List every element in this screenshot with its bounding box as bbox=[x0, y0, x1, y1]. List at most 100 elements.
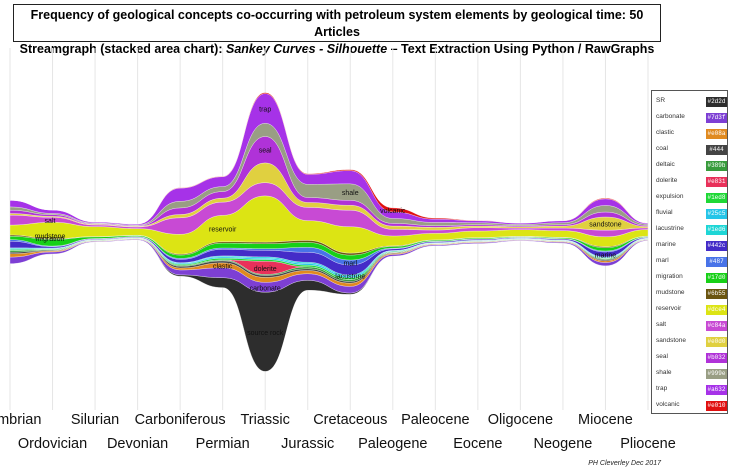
annotation-salt: salt bbox=[45, 218, 56, 225]
subtitle-part-a: Streamgraph (stacked area chart): bbox=[19, 42, 226, 56]
legend-swatch: #999e bbox=[706, 369, 727, 379]
legend-swatch: #25c5 bbox=[706, 209, 727, 219]
annotation-shale: shale bbox=[342, 190, 359, 197]
legend-swatch: #1ed6 bbox=[706, 225, 727, 235]
legend-item-carbonate: carbonate #7d3f bbox=[656, 112, 727, 126]
legend-label: lacustrine bbox=[656, 225, 684, 232]
legend-swatch: #7d3f bbox=[706, 113, 727, 123]
annotation-dolerite: dolerite bbox=[254, 266, 277, 273]
stream-volcanic bbox=[9, 92, 649, 225]
chart-title: Frequency of geological concepts co-occu… bbox=[30, 8, 644, 39]
legend-label: deltaic bbox=[656, 161, 675, 168]
legend-item-seal: seal #b032 bbox=[656, 352, 727, 366]
legend-item-sr: SR #2d2d bbox=[656, 96, 727, 110]
annotation-trap: trap bbox=[259, 106, 271, 113]
legend-item-expulsion: expulsion #1ed8 bbox=[656, 192, 727, 206]
annotation-reservoir: reservoir bbox=[209, 227, 237, 234]
legend-item-fluvial: fluvial #25c5 bbox=[656, 208, 727, 222]
subtitle-part-b: Sankey Curves - Silhouette bbox=[225, 42, 388, 56]
annotation-lacustrine: lacustrine bbox=[335, 274, 365, 281]
legend-label: migration bbox=[656, 273, 683, 280]
legend-label: trap bbox=[656, 385, 668, 392]
legend-label: dolerite bbox=[656, 177, 678, 184]
chart-subtitle: Streamgraph (stacked area chart): Sankey… bbox=[14, 41, 660, 58]
legend-item-lacustrine: lacustrine #1ed6 bbox=[656, 224, 727, 238]
annotation-marl: marl bbox=[343, 261, 357, 268]
x-label-miocene: Miocene bbox=[578, 412, 633, 428]
annotation-source-rock: source rock bbox=[247, 330, 284, 337]
annotation-carbonate: carbonate bbox=[250, 285, 281, 292]
legend-swatch: #487 bbox=[706, 257, 727, 267]
chart-title-box: Frequency of geological concepts co-occu… bbox=[13, 4, 661, 56]
legend-label: volcanic bbox=[656, 401, 680, 408]
legend-swatch: #17d0 bbox=[706, 273, 727, 283]
annotation-sandstone: sandstone bbox=[589, 222, 621, 229]
x-label-paleogene: Paleogene bbox=[358, 436, 428, 452]
legend-label: fluvial bbox=[656, 209, 673, 216]
legend-swatch: #c84a bbox=[706, 321, 727, 331]
legend-swatch: #1ed8 bbox=[706, 193, 727, 203]
legend-item-volcanic: volcanic #e010 bbox=[656, 400, 727, 414]
legend-item-marine: marine #442c bbox=[656, 240, 727, 254]
legend-item-clastic: clastic #e08a bbox=[656, 128, 727, 142]
legend-swatch: #e010 bbox=[706, 401, 727, 411]
legend-label: seal bbox=[656, 353, 668, 360]
credit-text: PH Cleverley Dec 2017 bbox=[588, 460, 661, 467]
x-label-permian: Permian bbox=[195, 436, 250, 452]
x-label-devonian: Devonian bbox=[106, 436, 169, 452]
annotation-marine: marine bbox=[595, 252, 617, 259]
legend-label: mudstone bbox=[656, 289, 685, 296]
annotation-mudstone: mudstone bbox=[35, 234, 66, 241]
legend: SR #2d2d carbonate #7d3f clastic #e08a coal #44… bbox=[651, 90, 728, 414]
legend-item-deltaic: deltaic #389b bbox=[656, 160, 727, 174]
legend-swatch: #e08a bbox=[706, 129, 727, 139]
legend-label: marine bbox=[656, 241, 676, 248]
x-label-carboniferous: Carboniferous bbox=[134, 412, 226, 428]
x-label-oligocene: Oligocene bbox=[487, 412, 554, 428]
legend-item-salt: salt #c84a bbox=[656, 320, 727, 334]
legend-swatch: #442c bbox=[706, 241, 727, 251]
legend-label: reservoir bbox=[656, 305, 682, 312]
legend-item-mudstone: mudstone #6b55 bbox=[656, 288, 727, 302]
x-label-cambrian: Cambrian bbox=[0, 412, 42, 428]
legend-swatch: #e831 bbox=[706, 177, 727, 187]
x-label-triassic: Triassic bbox=[240, 412, 290, 428]
legend-label: marl bbox=[656, 257, 669, 264]
legend-swatch: #444 bbox=[706, 145, 727, 155]
legend-swatch: #2d2d bbox=[706, 97, 727, 107]
annotation-seal: seal bbox=[259, 148, 272, 155]
x-label-jurassic: Jurassic bbox=[281, 436, 335, 452]
legend-item-sandstone: sandstone #e0d0 bbox=[656, 336, 727, 350]
annotation-clastic: clastic bbox=[213, 263, 233, 270]
legend-label: shale bbox=[656, 369, 672, 376]
legend-swatch: #dce4 bbox=[706, 305, 727, 315]
legend-swatch: #a632 bbox=[706, 385, 727, 395]
legend-item-migration: migration #17d0 bbox=[656, 272, 727, 286]
legend-item-coal: coal #444 bbox=[656, 144, 727, 158]
x-label-cretaceous: Cretaceous bbox=[313, 412, 388, 428]
legend-item-trap: trap #a632 bbox=[656, 384, 727, 398]
legend-swatch: #389b bbox=[706, 161, 727, 171]
x-label-pliocene: Pliocene bbox=[620, 436, 676, 452]
legend-item-reservoir: reservoir #dce4 bbox=[656, 304, 727, 318]
legend-item-shale: shale #999e bbox=[656, 368, 727, 382]
x-label-ordovician: Ordovician bbox=[17, 436, 88, 452]
legend-label: clastic bbox=[656, 129, 675, 136]
legend-label: sandstone bbox=[656, 337, 686, 344]
legend-label: coal bbox=[656, 145, 668, 152]
legend-label: carbonate bbox=[656, 113, 685, 120]
legend-label: SR bbox=[656, 97, 666, 104]
legend-item-dolerite: dolerite #e831 bbox=[656, 176, 727, 190]
legend-label: expulsion bbox=[656, 193, 684, 200]
x-label-paleocene: Paleocene bbox=[401, 412, 470, 428]
legend-item-marl: marl #487 bbox=[656, 256, 727, 270]
legend-swatch: #6b55 bbox=[706, 289, 727, 299]
legend-swatch: #e0d0 bbox=[706, 337, 727, 347]
legend-label: salt bbox=[656, 321, 667, 328]
subtitle-part-c: – Text Extraction Using Python / RawGrap… bbox=[387, 42, 655, 56]
x-label-neogene: Neogene bbox=[533, 436, 593, 452]
legend-swatch: #b032 bbox=[706, 353, 727, 363]
x-label-eocene: Eocene bbox=[453, 436, 503, 452]
annotation-volcanic: volcanic bbox=[380, 208, 406, 215]
